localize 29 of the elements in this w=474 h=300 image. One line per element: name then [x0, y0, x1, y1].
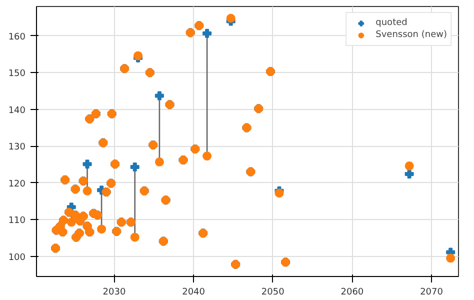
- point: [226, 14, 236, 23]
- point: [66, 218, 76, 227]
- x-tick-label: 2030: [102, 288, 126, 298]
- y-tick-label: 110: [8, 216, 26, 226]
- point: [82, 160, 92, 169]
- point: [202, 152, 212, 160]
- point: [130, 162, 140, 172]
- y-tick-label: 130: [8, 142, 26, 153]
- legend-label: Svensson (new): [376, 29, 447, 41]
- y-tick-label: 120: [8, 179, 26, 190]
- point: [202, 28, 212, 38]
- legend-label: quoted: [376, 17, 408, 29]
- point: [154, 91, 164, 100]
- x-tick-label: 2060: [340, 288, 364, 298]
- y-tick-label: 150: [8, 69, 26, 80]
- point: [446, 254, 456, 263]
- y-tick-label: 140: [8, 106, 26, 116]
- point: [130, 232, 140, 242]
- x-tick-label: 2050: [261, 288, 285, 298]
- point: [274, 188, 284, 198]
- x-tick-label: 2070: [420, 288, 444, 298]
- y-tick-label: 100: [8, 252, 26, 263]
- point: [154, 157, 164, 166]
- y-tick-label: 160: [8, 32, 26, 42]
- point: [404, 161, 414, 170]
- point: [82, 186, 92, 196]
- point: [404, 170, 414, 179]
- x-tick-label: 2040: [182, 288, 206, 298]
- point: [97, 224, 106, 234]
